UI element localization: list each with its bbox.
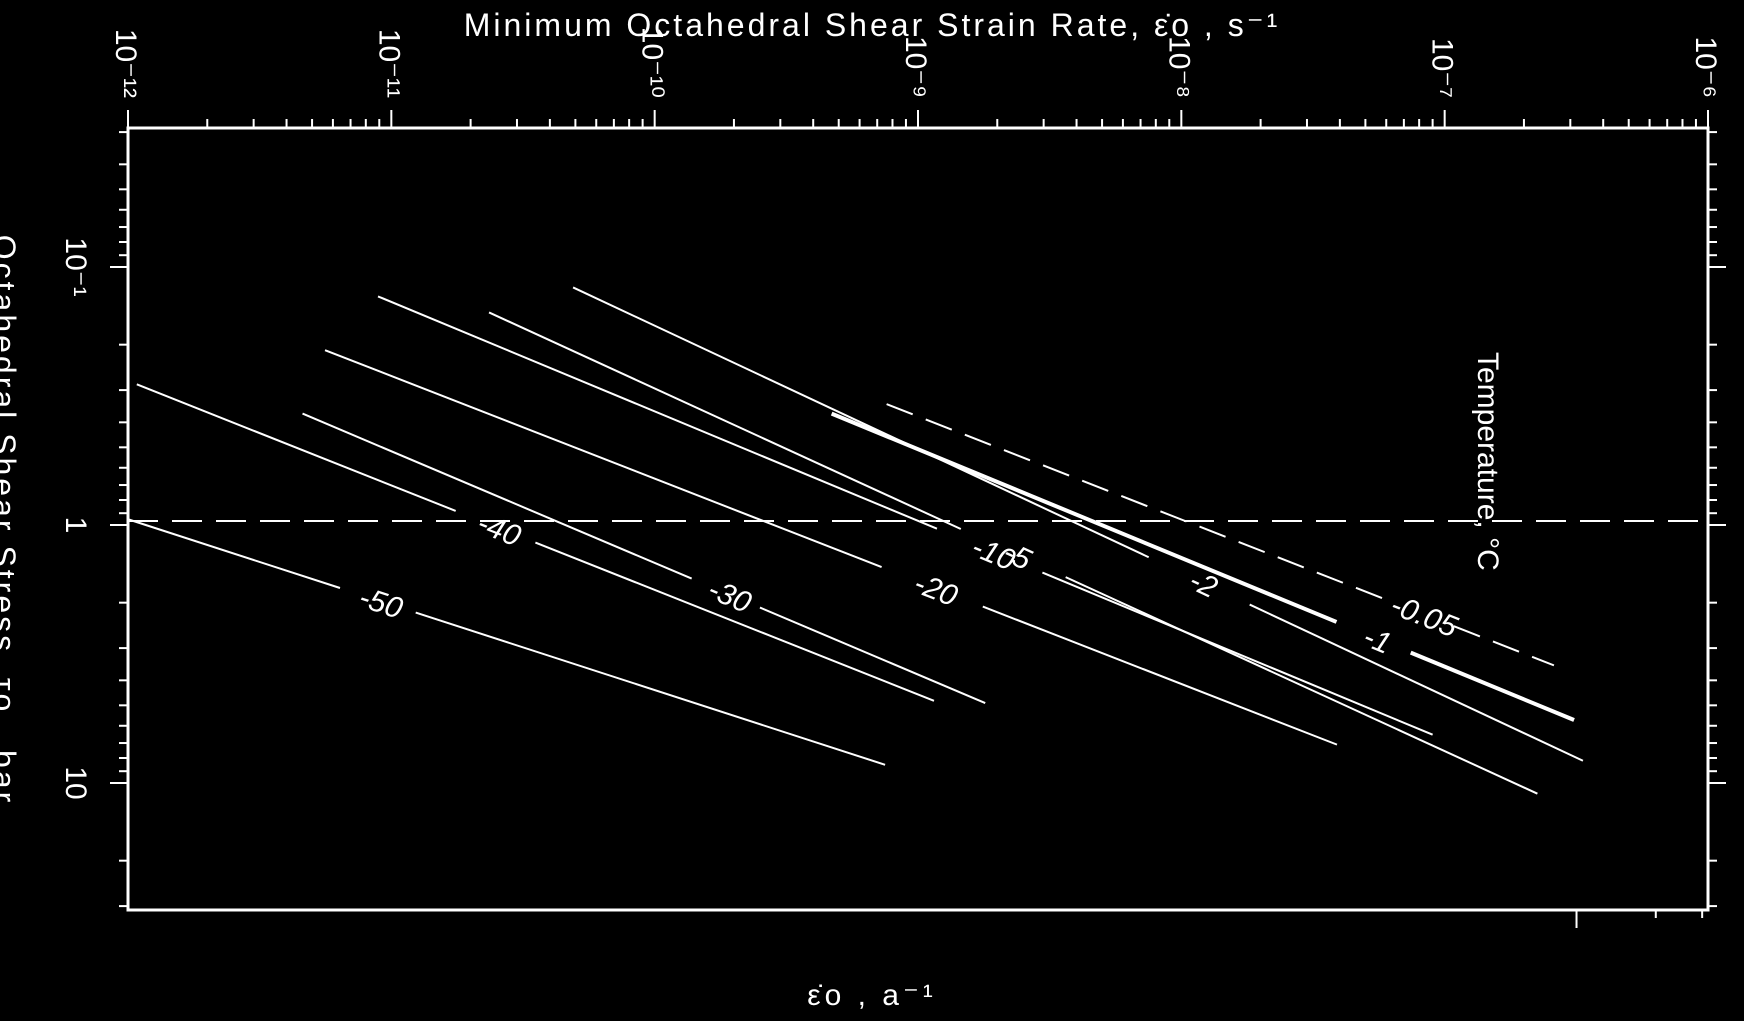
series-line--10 <box>1042 571 1434 736</box>
top-tick-label: 10⁻⁷ <box>1426 38 1459 98</box>
series-line--50 <box>415 611 886 766</box>
chart-title: Minimum Octahedral Shear Strain Rate, ε̇… <box>463 7 1281 43</box>
series-line--50 <box>127 518 341 589</box>
series-line--30 <box>302 412 693 580</box>
series-line--20 <box>324 349 882 569</box>
top-tick-label: 10⁻⁸ <box>1162 36 1195 98</box>
legend-title: Temperature, °C <box>1471 352 1504 571</box>
y-tick-label: 10⁻¹ <box>59 237 92 296</box>
top-tick-label: 10⁻⁹ <box>899 36 932 98</box>
series-line--1 <box>1409 650 1575 722</box>
top-tick-label: 10⁻¹² <box>109 29 142 98</box>
series-label: -50 <box>355 581 407 626</box>
series-line--2 <box>572 286 1150 559</box>
top-tick-label: 10⁻⁶ <box>1689 36 1722 98</box>
y-tick-label: 1 <box>59 517 92 534</box>
series-line--40 <box>535 541 935 702</box>
plot-frame <box>126 126 1710 912</box>
series-line--0.05 <box>886 403 1388 601</box>
series-label: -20 <box>909 567 962 614</box>
series-label: -40 <box>473 507 526 554</box>
series-line--30 <box>759 606 986 704</box>
series-line--1 <box>830 411 1338 624</box>
series-line--2 <box>1249 603 1584 762</box>
series-line--5 <box>1065 576 1538 795</box>
series-line--20 <box>982 605 1338 746</box>
series-label: -1 <box>1359 620 1396 661</box>
series-label: -0.05 <box>1386 588 1462 644</box>
series-line--0.05 <box>1453 625 1555 667</box>
series-line--5 <box>488 311 962 530</box>
series-label: -2 <box>1184 564 1222 605</box>
top-tick-label: 10⁻¹¹ <box>372 29 405 98</box>
series-line--10 <box>377 295 938 530</box>
bottom-axis-label: ε̇o , a⁻¹ <box>807 979 937 1012</box>
series-line--40 <box>136 383 457 512</box>
top-tick-label: 10⁻¹⁰ <box>636 27 669 98</box>
y-tick-label: 10 <box>59 766 92 799</box>
